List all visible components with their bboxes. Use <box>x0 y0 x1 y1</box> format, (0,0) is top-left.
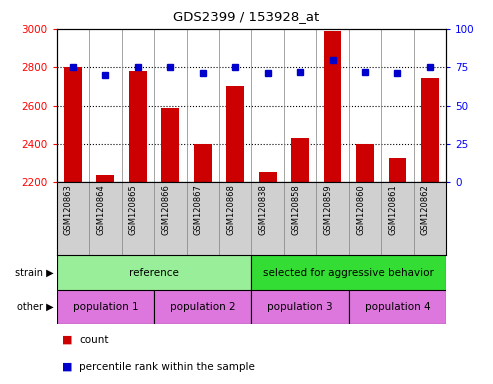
Bar <box>97 175 114 182</box>
Text: strain ▶: strain ▶ <box>15 268 54 278</box>
Bar <box>194 144 211 182</box>
Text: GSM120862: GSM120862 <box>421 185 430 235</box>
Text: ■: ■ <box>62 335 72 345</box>
Text: population 1: population 1 <box>72 302 138 312</box>
Text: GSM120858: GSM120858 <box>291 185 300 235</box>
Text: GSM120865: GSM120865 <box>129 185 138 235</box>
Text: population 2: population 2 <box>170 302 236 312</box>
Bar <box>161 108 179 182</box>
Text: GSM120867: GSM120867 <box>194 185 203 235</box>
Text: other ▶: other ▶ <box>17 302 54 312</box>
Text: count: count <box>79 335 108 345</box>
FancyBboxPatch shape <box>57 290 154 324</box>
Bar <box>291 138 309 182</box>
Bar <box>356 144 374 182</box>
Bar <box>129 71 147 182</box>
Bar <box>226 86 244 182</box>
FancyBboxPatch shape <box>57 255 251 290</box>
Text: GSM120868: GSM120868 <box>226 185 235 235</box>
Text: GSM120859: GSM120859 <box>323 185 333 235</box>
Text: percentile rank within the sample: percentile rank within the sample <box>79 362 255 372</box>
Bar <box>388 158 406 182</box>
Text: population 4: population 4 <box>365 302 430 312</box>
Text: GDS2399 / 153928_at: GDS2399 / 153928_at <box>174 10 319 23</box>
Bar <box>421 78 439 182</box>
Text: population 3: population 3 <box>267 302 333 312</box>
Bar <box>64 67 82 182</box>
Text: GSM120838: GSM120838 <box>259 185 268 235</box>
Text: ■: ■ <box>62 362 72 372</box>
Text: GSM120860: GSM120860 <box>356 185 365 235</box>
Text: selected for aggressive behavior: selected for aggressive behavior <box>263 268 434 278</box>
Text: reference: reference <box>129 268 179 278</box>
Text: GSM120861: GSM120861 <box>388 185 397 235</box>
Text: GSM120863: GSM120863 <box>64 185 73 235</box>
Text: GSM120864: GSM120864 <box>96 185 106 235</box>
FancyBboxPatch shape <box>349 290 446 324</box>
FancyBboxPatch shape <box>251 290 349 324</box>
FancyBboxPatch shape <box>251 255 446 290</box>
FancyBboxPatch shape <box>154 290 251 324</box>
Bar <box>323 31 342 182</box>
Bar <box>259 172 277 182</box>
Text: GSM120866: GSM120866 <box>161 185 170 235</box>
